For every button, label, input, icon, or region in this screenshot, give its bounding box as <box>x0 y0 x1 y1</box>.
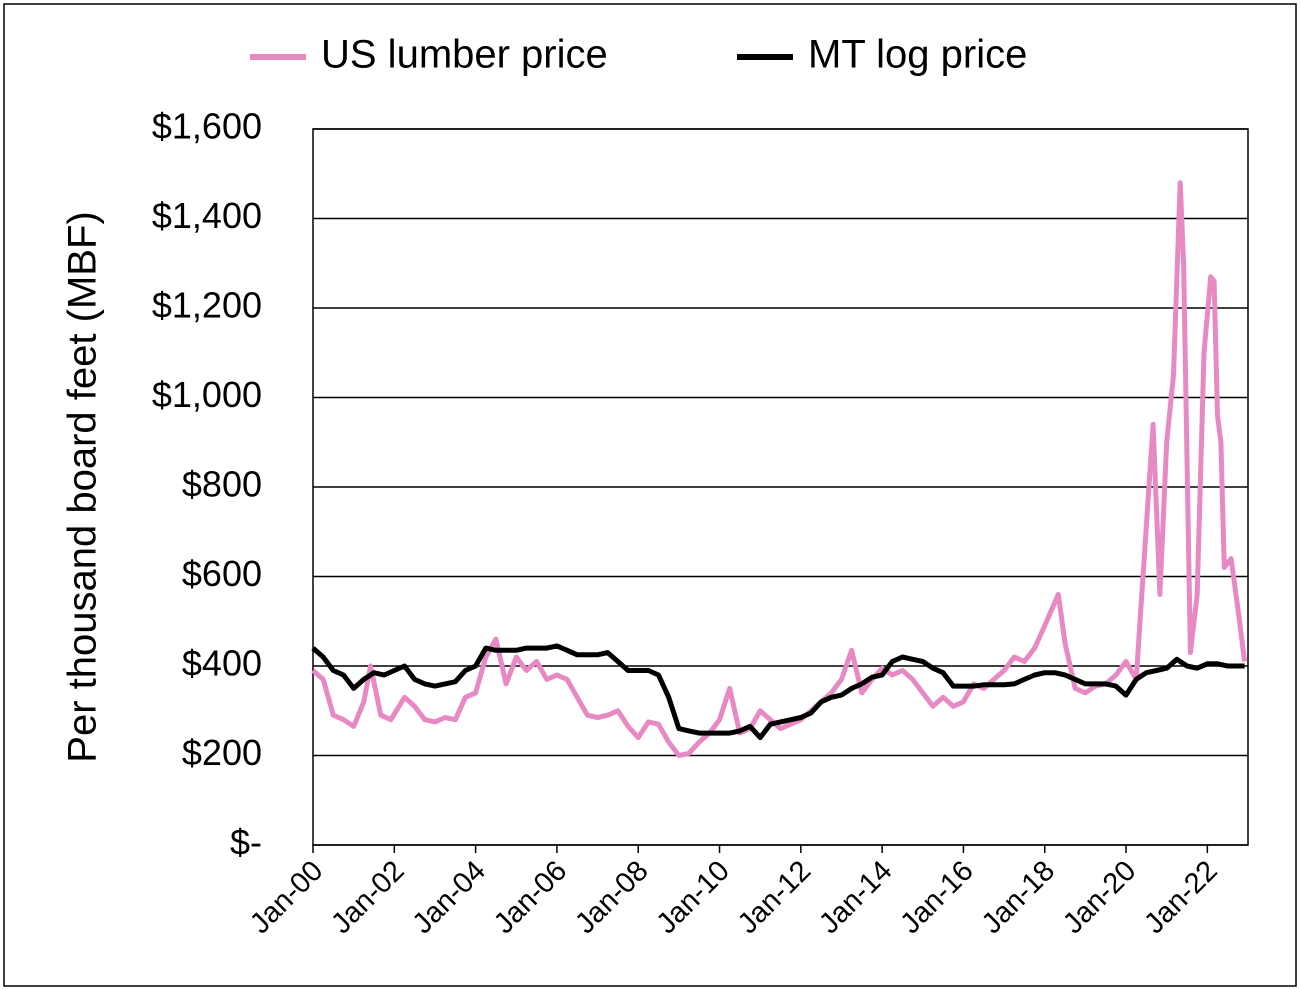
x-tick-label: Jan-14 <box>813 855 898 940</box>
y-tick-label: $- <box>230 822 262 863</box>
x-tick-label: Jan-06 <box>488 855 573 940</box>
y-tick-label: $1,400 <box>152 195 262 236</box>
legend-label: US lumber price <box>321 33 608 77</box>
y-tick-label: $1,000 <box>152 374 262 415</box>
y-tick-label: $1,600 <box>152 106 262 147</box>
x-tick-label: Jan-02 <box>325 855 410 940</box>
y-tick-label: $800 <box>182 464 262 505</box>
plot-area <box>312 128 1249 846</box>
y-axis-label: Per thousand board feet (MBF) <box>61 211 105 762</box>
x-tick-label: Jan-08 <box>569 855 654 940</box>
x-tick-label: Jan-04 <box>407 855 492 940</box>
y-tick-label: $400 <box>182 643 262 684</box>
x-tick-label: Jan-20 <box>1057 855 1142 940</box>
x-tick-label: Jan-10 <box>651 855 736 940</box>
x-tick-label: Jan-22 <box>1138 855 1223 940</box>
frame <box>3 3 1297 987</box>
y-tick-label: $200 <box>182 732 262 773</box>
series-line <box>311 180 1248 758</box>
x-tick-label: Jan-18 <box>976 855 1061 940</box>
legend-label: MT log price <box>808 33 1027 77</box>
y-tick-label: $600 <box>182 553 262 594</box>
series-line <box>311 643 1245 741</box>
y-tick-label: $1,200 <box>152 285 262 326</box>
x-tick-label: Jan-00 <box>244 855 329 940</box>
x-tick-label: Jan-12 <box>732 855 817 940</box>
x-tick-label: Jan-16 <box>894 855 979 940</box>
